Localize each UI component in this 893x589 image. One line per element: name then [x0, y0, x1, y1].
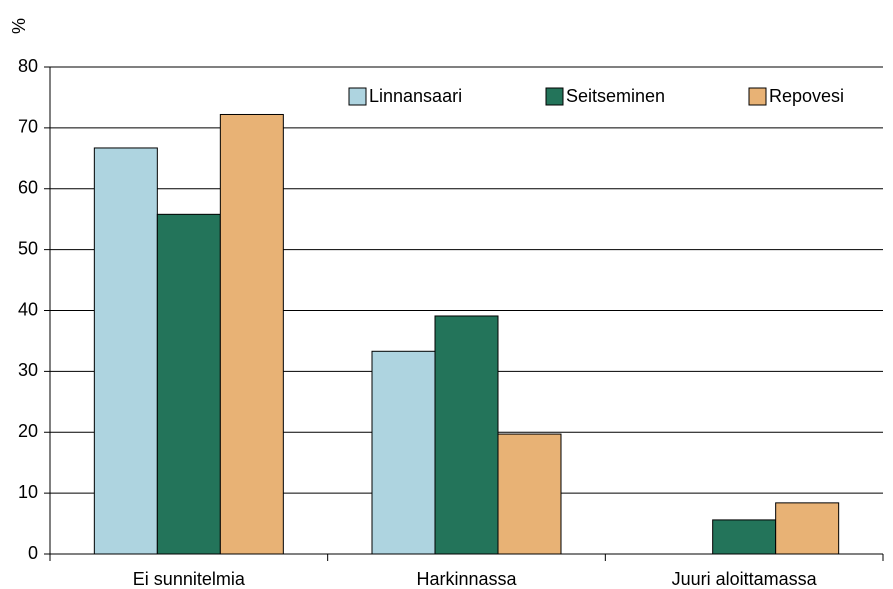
legend-swatch [748, 87, 767, 106]
bar [156, 213, 221, 555]
y-tick-label: 80 [18, 56, 38, 76]
legend-swatch [545, 87, 564, 106]
y-tick-label: 30 [18, 360, 38, 380]
bar [497, 433, 562, 555]
y-tick-label: 10 [18, 482, 38, 502]
y-tick-label: 60 [18, 178, 38, 198]
bar [712, 519, 777, 555]
x-tick-label: Juuri aloittamassa [672, 569, 818, 589]
legend-swatch [348, 87, 367, 106]
x-tick-label: Harkinnassa [416, 569, 517, 589]
y-tick-label: 50 [18, 238, 38, 258]
bar [371, 350, 436, 555]
x-tick-label: Ei sunnitelmia [133, 569, 246, 589]
bar [93, 147, 158, 555]
legend-label: Repovesi [769, 86, 844, 106]
y-tick-label: 40 [18, 299, 38, 319]
bar [219, 113, 284, 555]
bar [434, 315, 499, 555]
y-axis-label: % [9, 18, 29, 34]
legend-label: Linnansaari [369, 86, 462, 106]
bar [775, 502, 840, 555]
y-tick-label: 20 [18, 421, 38, 441]
y-tick-label: 0 [28, 543, 38, 563]
y-tick-label: 70 [18, 117, 38, 137]
legend-label: Seitseminen [566, 86, 665, 106]
